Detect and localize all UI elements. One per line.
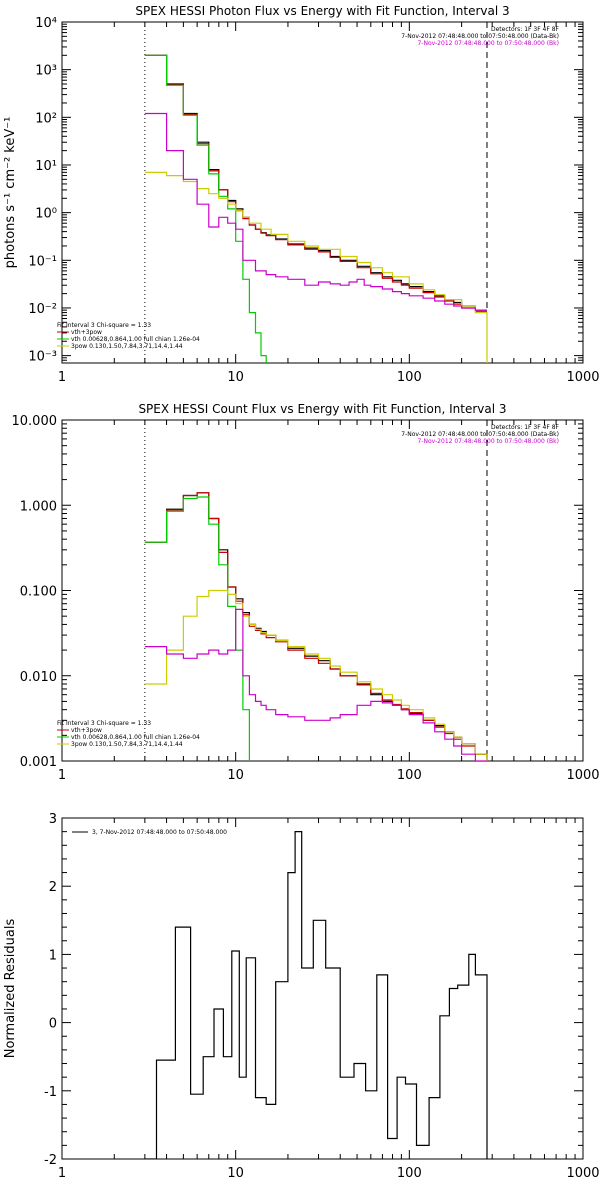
legend-entry: vth 0.00628,0.864,1.00 full chian 1.26e-… xyxy=(71,734,200,741)
y-tick-label: 10⁻³ xyxy=(28,350,57,365)
x-tick-label: 1000 xyxy=(566,1166,599,1181)
series-line-4 xyxy=(144,112,487,311)
y-tick-label: 10⁻² xyxy=(28,302,57,317)
plot-frame xyxy=(61,817,584,1160)
x-tick-label: 10 xyxy=(227,768,244,783)
x-tick-label: 1 xyxy=(58,370,66,385)
y-tick-label: 0.001 xyxy=(20,755,57,770)
chart-title: SPEX HESSI Photon Flux vs Energy with Fi… xyxy=(135,4,509,18)
y-tick-label: -1 xyxy=(44,1085,57,1100)
y-tick-label: 0.100 xyxy=(20,585,57,600)
y-tick-label: 10¹ xyxy=(35,159,57,174)
y-axis-label: photons s⁻¹ cm⁻² keV⁻¹ xyxy=(3,117,18,269)
series-line-1 xyxy=(144,54,487,312)
legend-entry: Fit Interval 3 Chi-square = 1.33 xyxy=(57,720,151,727)
x-tick-label: 1 xyxy=(58,1166,66,1181)
x-tick-label: 100 xyxy=(397,768,422,783)
series-line-3 xyxy=(144,171,488,363)
plot-frame xyxy=(61,21,584,364)
y-tick-label: 1 xyxy=(49,948,57,963)
y-tick-label: 1.000 xyxy=(20,499,57,514)
legend-entry: 3pow 0.130,1.50,7.84,3.71,14.4,1.44 xyxy=(71,343,183,350)
header-line: Detectors: 1F 3F 4F 8F xyxy=(491,26,560,33)
y-tick-label: 10³ xyxy=(35,64,57,79)
y-tick-label: 3 xyxy=(49,812,57,827)
header-line: 7-Nov-2012 07:48:48.000 to 07:50:48.000 … xyxy=(401,431,559,438)
legend-entry: vth+3pow xyxy=(71,727,102,734)
y-tick-label: -2 xyxy=(44,1153,57,1168)
header-line: 7-Nov-2012 07:48:48.000 to 07:50:48.000 … xyxy=(417,438,559,445)
series-line-0 xyxy=(144,54,487,311)
y-tick-label: 10⁰ xyxy=(35,207,57,222)
x-tick-label: 1 xyxy=(58,768,66,783)
legend-entry: 3, 7-Nov-2012 07:48:48.000 to 07:50:48.0… xyxy=(92,829,227,836)
chart-title: SPEX HESSI Count Flux vs Energy with Fit… xyxy=(138,402,506,416)
series-line-2 xyxy=(144,496,250,761)
x-tick-label: 100 xyxy=(397,1166,422,1181)
legend-entry: vth 0.00628,0.864,1.00 full chian 1.26e-… xyxy=(71,336,200,343)
y-axis-label: Normalized Residuals xyxy=(3,919,18,1059)
series-line-4 xyxy=(144,608,487,761)
y-tick-label: 10.000 xyxy=(12,414,58,429)
x-tick-label: 10 xyxy=(227,370,244,385)
legend-entry: 3pow 0.130,1.50,7.84,3.71,14.4,1.44 xyxy=(71,741,183,748)
legend-entry: vth+3pow xyxy=(71,329,102,336)
x-tick-label: 1000 xyxy=(566,370,599,385)
plot-frame xyxy=(61,419,584,762)
header-line: 7-Nov-2012 07:48:48.000 to 07:50:48.000 … xyxy=(401,33,559,40)
series-line-2 xyxy=(144,54,267,363)
photon-flux-panel: SPEX HESSI Photon Flux vs Energy with Fi… xyxy=(3,4,600,385)
y-tick-label: 2 xyxy=(49,880,57,895)
x-tick-label: 10 xyxy=(227,1166,244,1181)
y-tick-label: 0 xyxy=(49,1017,57,1032)
y-tick-label: 10² xyxy=(35,111,57,126)
y-tick-label: 10⁴ xyxy=(35,16,57,31)
x-tick-label: 100 xyxy=(397,370,422,385)
x-tick-label: 1000 xyxy=(566,768,599,783)
header-line: Detectors: 1F 3F 4F 8F xyxy=(491,424,560,431)
header-line: 7-Nov-2012 07:48:48.000 to 07:50:48.000 … xyxy=(417,40,559,47)
legend-entry: Fit Interval 3 Chi-square = 1.33 xyxy=(57,322,151,329)
count-flux-panel: SPEX HESSI Count Flux vs Energy with Fit… xyxy=(12,402,600,783)
series-line-3 xyxy=(144,589,488,761)
series-line-0 xyxy=(144,831,488,1159)
residuals-panel: 1 10 100 1000 -2 -1 0 1 2 3 Normalized Residuals 3,… xyxy=(3,812,600,1181)
y-tick-label: 10⁻¹ xyxy=(28,254,57,269)
y-tick-label: 0.010 xyxy=(20,670,57,685)
